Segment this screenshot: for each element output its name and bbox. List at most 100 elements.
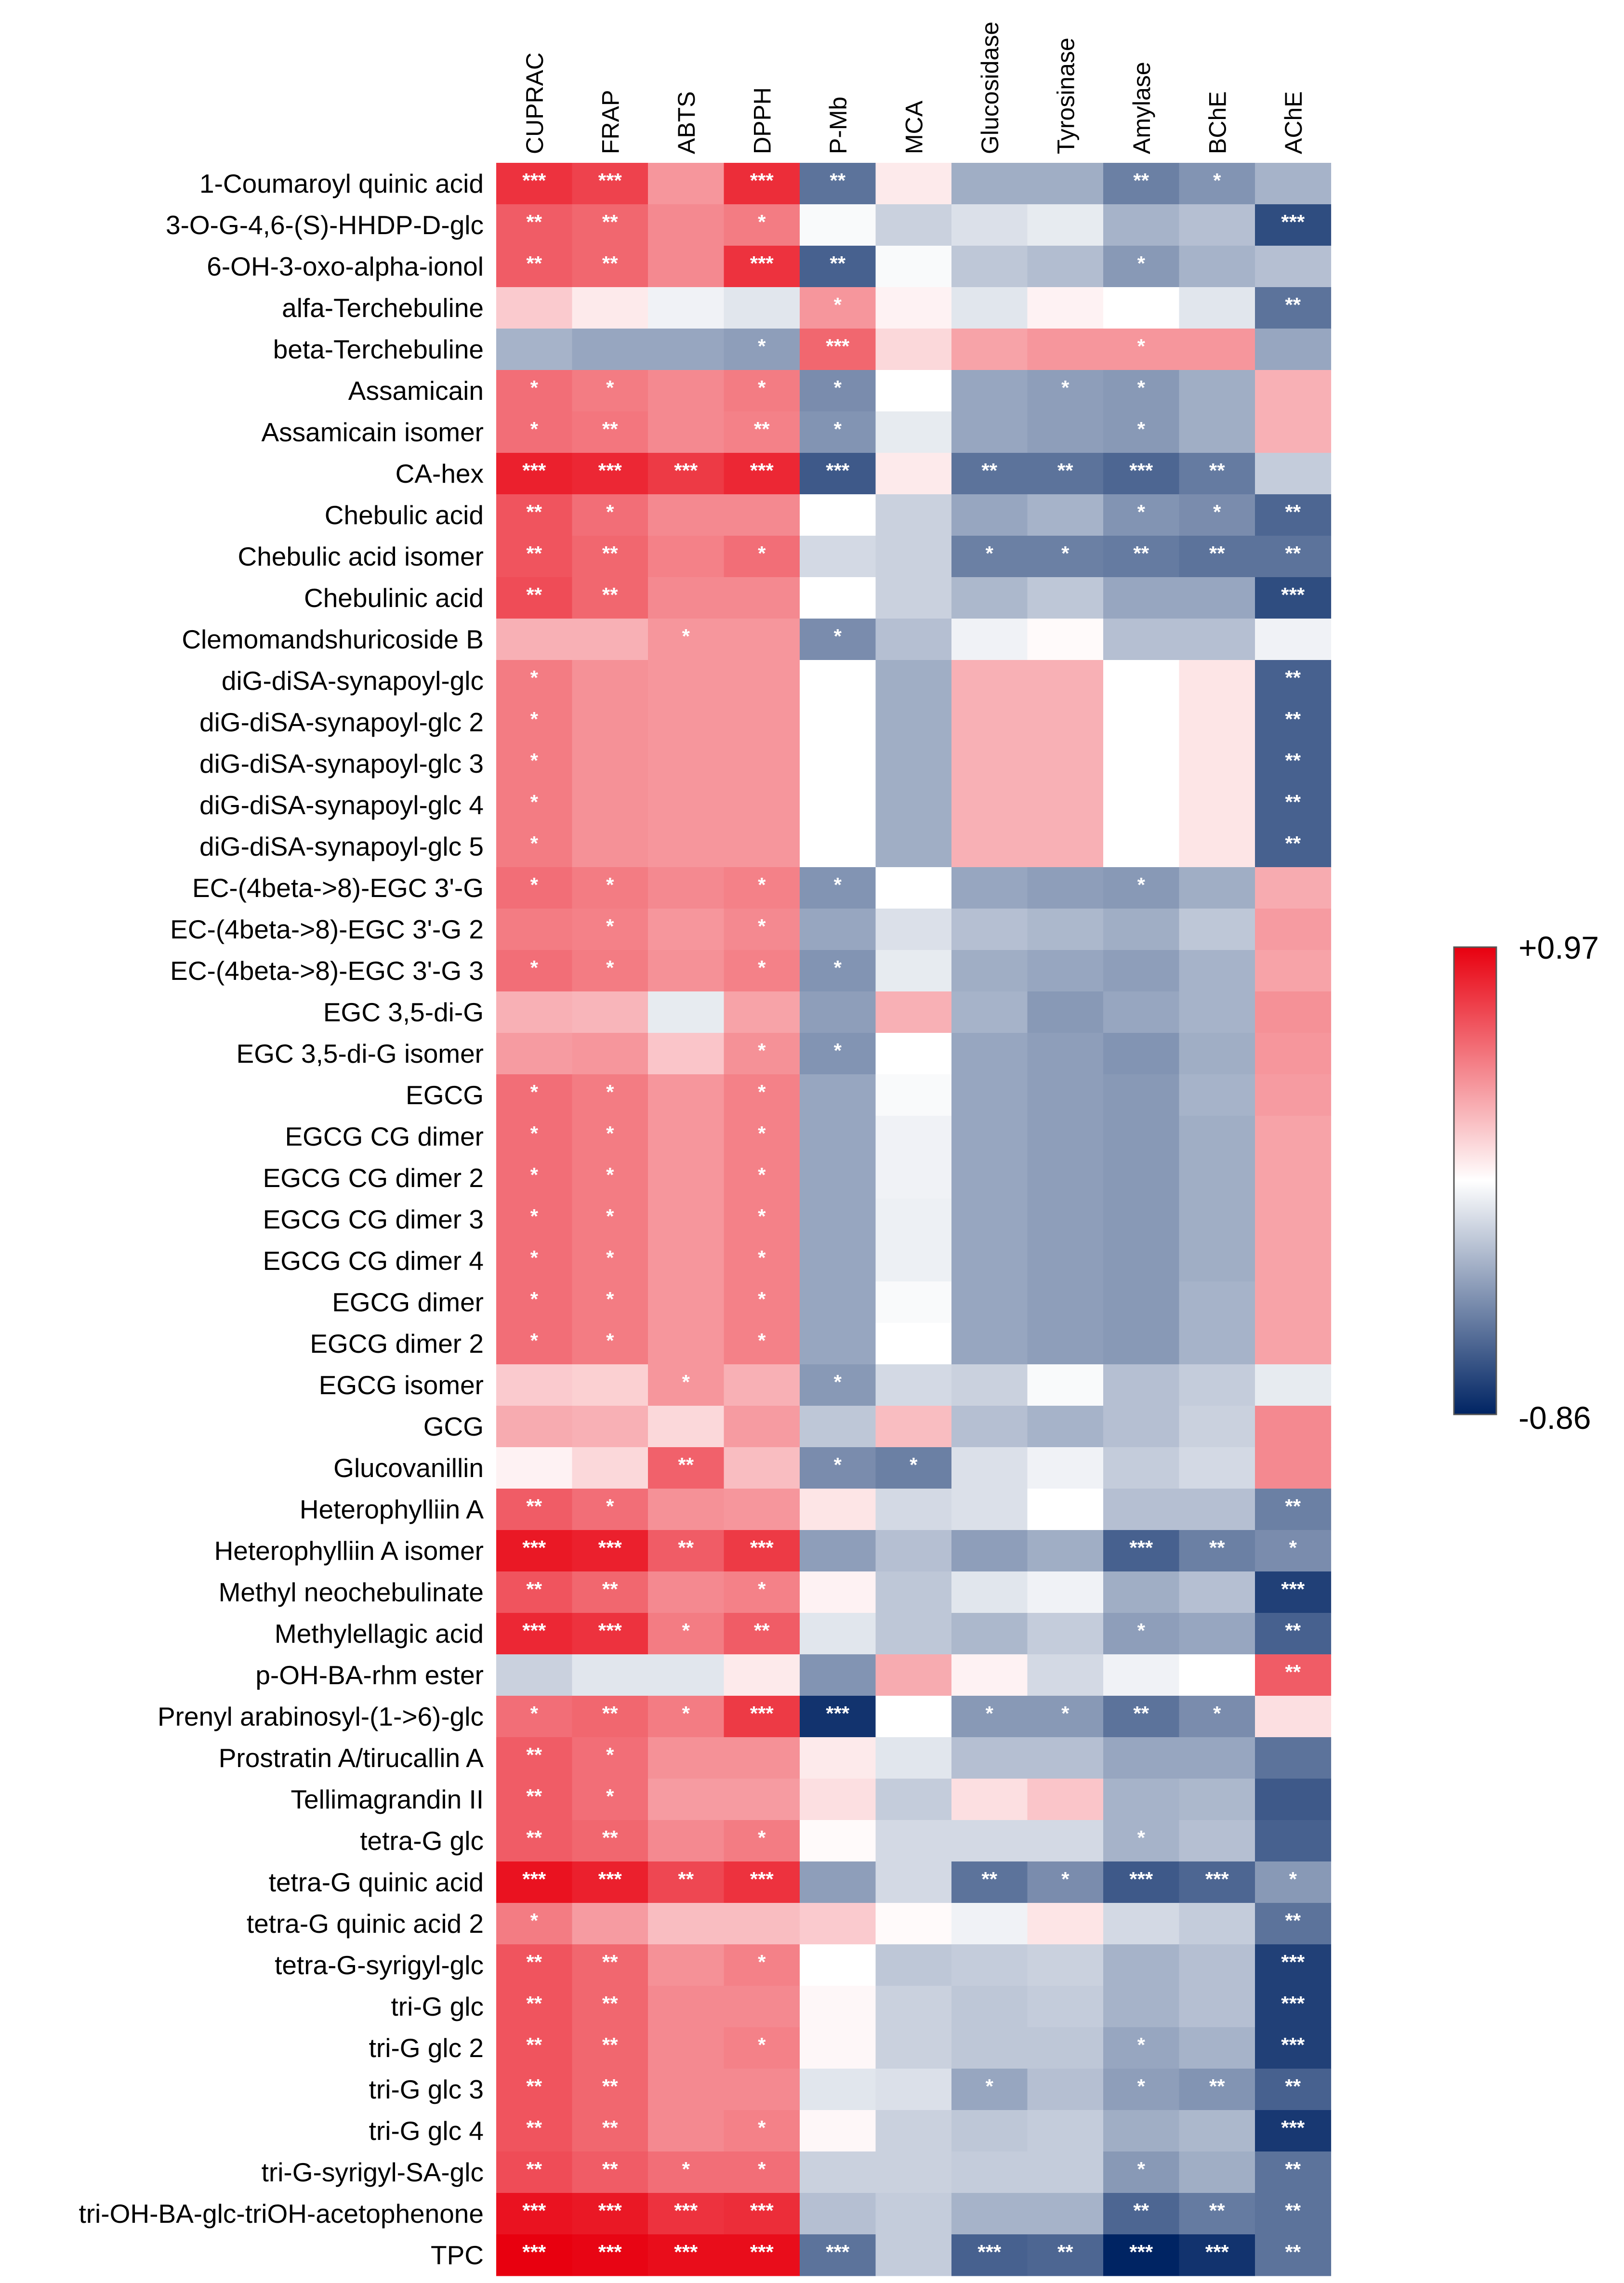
column-label-mca: MCA [900,100,927,154]
significance-prenyl-arabinosyl-1-6-glc-cuprac: * [530,1702,539,1725]
cell-clemomandshuricoside-b-glucosidase [951,619,1028,660]
cell-methyl-neochebulinate-ache [1255,1571,1332,1613]
cell-ec-4beta-8-egc-3-g-3-tyrosinase [1027,950,1104,992]
row-label-egc-3-5-di-g-isomer: EGC 3,5-di-G isomer [237,1039,484,1069]
significance-tri-oh-ba-glc-trioh-acetophenone-frap: *** [598,2199,622,2222]
cell-egc-3-5-di-g-isomer-bche [1179,1033,1255,1075]
cell-egcg-dimer-2-tyrosinase [1027,1323,1104,1365]
cell-egcg-frap [572,1074,648,1116]
cell-6-oh-3-oxo-alpha-ionol-abts [648,246,725,288]
cell-tri-oh-ba-glc-trioh-acetophenone-dpph [724,2193,800,2235]
column-label-p-mb: P-Mb [825,97,852,154]
significance-ec-4beta-8-egc-3-g-3-cuprac: * [530,956,539,979]
cell-dig-disa-synapoyl-glc-3-p-mb [800,743,876,785]
cell-p-oh-ba-rhm-ester-dpph [724,1654,800,1696]
significance-methyl-neochebulinate-cuprac: ** [526,1578,542,1600]
cell-prostratin-a-tirucallin-a-frap [572,1737,648,1779]
cell-heterophylliin-a-isomer-glucosidase [951,1530,1028,1572]
cell-ec-4beta-8-egc-3-g-p-mb [800,867,876,909]
row-label-alfa-terchebuline: alfa-Terchebuline [282,293,484,323]
significance-1-coumaroyl-quinic-acid-bche: * [1213,169,1221,192]
cell-chebulinic-acid-dpph [724,577,800,619]
cell-egcg-cg-dimer-dpph [724,1116,800,1158]
cell-gcg-ache [1255,1406,1332,1448]
cell-tetra-g-glc-dpph [724,1820,800,1862]
cell-egcg-isomer-bche [1179,1364,1255,1406]
row-label-ec-4beta-8-egc-3-g-3: EC-(4beta->8)-EGC 3'-G 3 [170,956,484,986]
cell-ec-4beta-8-egc-3-g-3-mca [875,950,952,992]
cell-prenyl-arabinosyl-1-6-glc-ache [1255,1696,1332,1738]
cell-methylellagic-acid-frap [572,1613,648,1655]
cell-gcg-bche [1179,1406,1255,1448]
cell-ec-4beta-8-egc-3-g-2-dpph [724,909,800,950]
significance-tetra-g-syrigyl-glc-frap: ** [602,1951,618,1973]
cell-chebulic-acid-isomer-tyrosinase [1027,536,1104,578]
cell-tellimagrandin-ii-amylase [1103,1779,1180,1821]
cell-tetra-g-quinic-acid-2-abts [648,1903,725,1945]
row-label-prostratin-a-tirucallin-a: Prostratin A/tirucallin A [219,1743,484,1773]
significance-tetra-g-quinic-acid-2-ache: ** [1285,1909,1301,1932]
cell-ec-4beta-8-egc-3-g-2-abts [648,909,725,950]
row-label-tri-oh-ba-glc-trioh-acetophenone: tri-OH-BA-glc-triOH-acetophenone [79,2199,484,2229]
cell-tetra-g-quinic-acid-2-cuprac [496,1903,573,1945]
cell-clemomandshuricoside-b-p-mb [800,619,876,660]
cell-chebulic-acid-bche [1179,494,1255,536]
significance-chebulic-acid-amylase: * [1137,501,1146,523]
cell-methylellagic-acid-cuprac [496,1613,573,1655]
significance-egcg-cuprac: * [530,1081,539,1103]
cell-tri-g-glc-4-p-mb [800,2110,876,2152]
cell-assamicain-isomer-p-mb [800,411,876,453]
cell-tri-g-glc-3-bche [1179,2069,1255,2111]
cell-egcg-cg-dimer-2-glucosidase [951,1157,1028,1199]
significance-methyl-neochebulinate-frap: ** [602,1578,618,1600]
cell-methyl-neochebulinate-tyrosinase [1027,1571,1104,1613]
cell-egcg-cg-dimer-2-bche [1179,1157,1255,1199]
cell-clemomandshuricoside-b-amylase [1103,619,1180,660]
cell-gcg-frap [572,1406,648,1448]
significance-chebulic-acid-isomer-bche: ** [1209,542,1225,565]
cell-egcg-cg-dimer-frap [572,1116,648,1158]
cell-chebulinic-acid-glucosidase [951,577,1028,619]
cell-ec-4beta-8-egc-3-g-abts [648,867,725,909]
significance-tpc-p-mb: *** [826,2241,850,2263]
significance-tri-g-glc-2-amylase: * [1137,2033,1146,2056]
cell-tri-g-glc-2-dpph [724,2027,800,2069]
significance-tpc-abts: *** [674,2241,698,2263]
cell-tpc-dpph [724,2234,800,2276]
significance-egcg-cg-dimer-3-cuprac: * [530,1205,539,1227]
cell-heterophylliin-a-tyrosinase [1027,1489,1104,1531]
significance-ca-hex-dpph: *** [750,459,774,482]
cell-glucovanillin-glucosidase [951,1447,1028,1489]
cell-egcg-glucosidase [951,1074,1028,1116]
cell-prenyl-arabinosyl-1-6-glc-dpph [724,1696,800,1738]
column-label-ache: AChE [1280,91,1307,154]
cell-heterophylliin-a-bche [1179,1489,1255,1531]
significance-tri-g-syrigyl-sa-glc-abts: * [682,2158,690,2180]
cell-egc-3-5-di-g-isomer-abts [648,1033,725,1075]
cell-tetra-g-quinic-acid-amylase [1103,1861,1180,1903]
cell-tetra-g-quinic-acid-2-mca [875,1903,952,1945]
significance-assamicain-amylase: * [1137,376,1146,399]
significance-tri-g-glc-4-ache: *** [1281,2116,1305,2139]
cell-heterophylliin-a-cuprac [496,1489,573,1531]
cell-assamicain-p-mb [800,370,876,412]
significance-tri-g-glc-2-dpph: * [758,2033,766,2056]
significance-dig-disa-synapoyl-glc-2-ache: ** [1285,708,1301,730]
cell-egcg-dimer-tyrosinase [1027,1281,1104,1323]
cell-egc-3-5-di-g-glucosidase [951,991,1028,1033]
cell-egcg-dimer-bche [1179,1281,1255,1323]
significance-tri-oh-ba-glc-trioh-acetophenone-ache: ** [1285,2199,1301,2222]
cell-egcg-tyrosinase [1027,1074,1104,1116]
cell-tetra-g-syrigyl-glc-ache [1255,1944,1332,1986]
column-labels: CUPRAC FRAP ABTS DPPH P-Mb MCA Glucosidase Tyro… [521,22,1307,154]
cell-tri-g-glc-4-abts [648,2110,725,2152]
cell-methylellagic-acid-dpph [724,1613,800,1655]
cell-egcg-cg-dimer-3-abts [648,1199,725,1240]
cell-tri-oh-ba-glc-trioh-acetophenone-mca [875,2193,952,2235]
cell-tetra-g-glc-abts [648,1820,725,1862]
cell-tellimagrandin-ii-dpph [724,1779,800,1821]
cell-tetra-g-quinic-acid-2-glucosidase [951,1903,1028,1945]
significance-tri-g-glc-3-cuprac: ** [526,2075,542,2098]
significance-assamicain-cuprac: * [530,376,539,399]
cell-tri-g-glc-amylase [1103,1986,1180,2028]
